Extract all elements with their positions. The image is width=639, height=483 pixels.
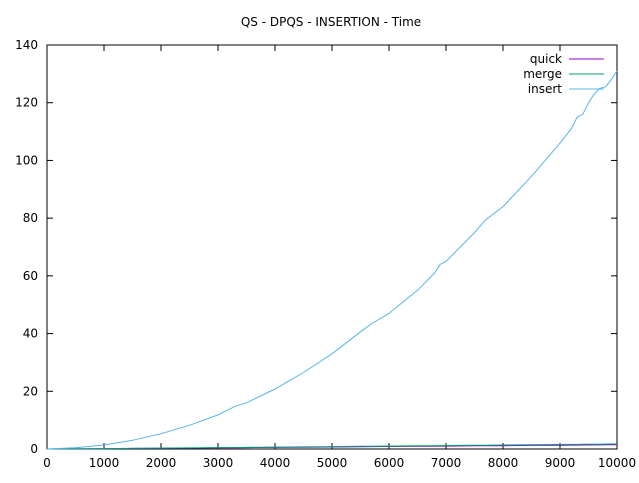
x-tick-label: 9000 bbox=[545, 456, 576, 470]
x-tick-label: 2000 bbox=[146, 456, 177, 470]
axes: 0 1000 2000 3000 4000 5000 6000 7000 8000 9000 100… bbox=[15, 38, 636, 470]
y-tick-label: 120 bbox=[15, 96, 38, 110]
legend-label-insert: insert bbox=[528, 82, 563, 96]
x-tick-label: 0 bbox=[43, 456, 51, 470]
y-tick-label: 80 bbox=[23, 211, 38, 225]
x-tick-label: 1000 bbox=[89, 456, 120, 470]
x-tick-label: 5000 bbox=[317, 456, 348, 470]
y-tick-label: 140 bbox=[15, 38, 38, 52]
plot-frame bbox=[46, 44, 618, 450]
x-tick-label: 6000 bbox=[374, 456, 405, 470]
series-group bbox=[46, 70, 618, 450]
legend-label-quick: quick bbox=[530, 52, 562, 66]
y-tick-label: 20 bbox=[23, 384, 38, 398]
x-tick-label: 3000 bbox=[203, 456, 234, 470]
series-line-merge bbox=[46, 443, 617, 450]
x-tick-label: 8000 bbox=[488, 456, 519, 470]
legend-label-merge: merge bbox=[523, 67, 562, 81]
y-tick-label: 0 bbox=[30, 442, 38, 456]
x-tick-label: 10000 bbox=[598, 456, 636, 470]
series-line-insert bbox=[46, 70, 618, 450]
y-tick-label: 60 bbox=[23, 269, 38, 283]
chart-title: QS - DPQS - INSERTION - Time bbox=[241, 15, 421, 29]
x-tick-label: 4000 bbox=[260, 456, 291, 470]
x-tick-label: 7000 bbox=[431, 456, 462, 470]
y-tick-label: 40 bbox=[23, 327, 38, 341]
y-tick-label: 100 bbox=[15, 153, 38, 167]
